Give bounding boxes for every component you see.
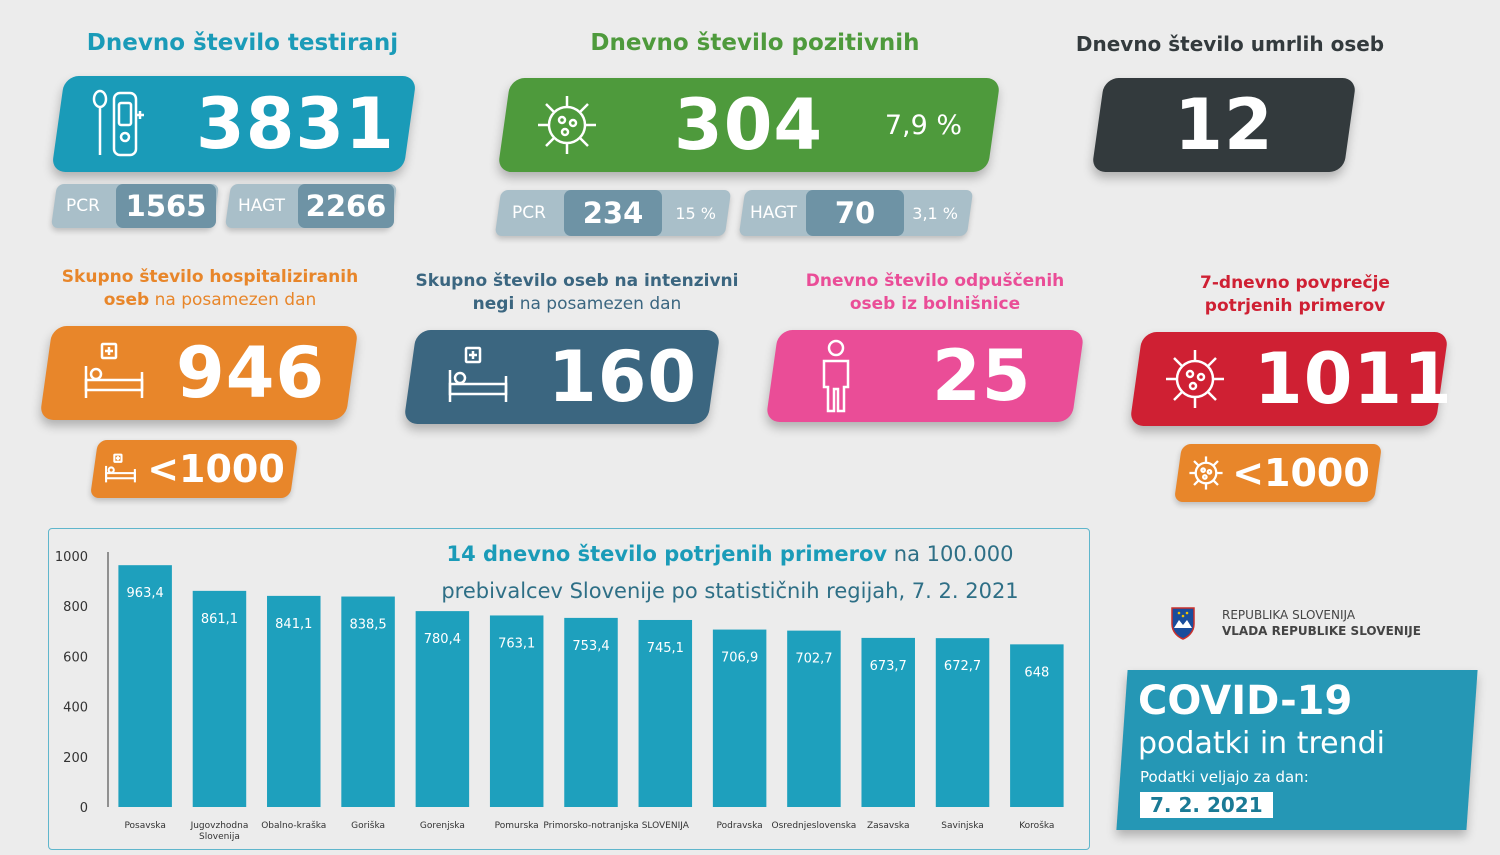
brand-subtitle: podatki in trendi xyxy=(1138,726,1386,761)
icu-title-bold-2: negi xyxy=(472,294,515,314)
tests-pcr-label: PCR xyxy=(66,196,100,216)
tests-hagt-value: 2266 xyxy=(298,184,394,228)
brand-title: COVID-19 xyxy=(1138,678,1353,724)
discharged-value: 25 xyxy=(932,335,1032,417)
discharged-title-2: oseb iz bolnišnice xyxy=(849,294,1021,314)
hospital-bed-icon xyxy=(448,346,508,402)
avg7-value: 1011 xyxy=(1254,338,1453,420)
chart-title-rest: na 100.000 xyxy=(887,542,1014,566)
icu-title: Skupno število oseb na intenzivni negi n… xyxy=(402,270,752,316)
hospital-card: 946 xyxy=(39,326,359,420)
deaths-value: 12 xyxy=(1174,84,1274,166)
positive-hagt-label: HAGT xyxy=(750,203,798,223)
virus-small-icon xyxy=(1189,456,1223,490)
hospital-bed-icon xyxy=(84,342,144,398)
tests-title: Dnevno število testiranj xyxy=(86,30,399,56)
gov-line-2: VLADA REPUBLIKE SLOVENIJE xyxy=(1222,624,1421,638)
brand-valid-label: Podatki veljajo za dan: xyxy=(1140,768,1309,786)
tests-pcr-pill: PCR 1565 xyxy=(50,184,220,228)
positive-hagt-pill: HAGT 70 3,1 % xyxy=(738,190,974,236)
positive-pcr-value: 234 xyxy=(564,190,662,236)
virus-icon xyxy=(1166,350,1224,408)
chart-frame xyxy=(48,528,1090,850)
avg7-title: 7-dnevno povprečje potrjenih primerov xyxy=(1150,272,1440,318)
discharged-title: Dnevno število odpuščenih oseb iz bolniš… xyxy=(780,270,1090,316)
positive-title: Dnevno število pozitivnih xyxy=(590,30,920,56)
hospital-bed-small-icon xyxy=(105,453,137,483)
icu-title-bold-1: Skupno število oseb na intenzivni xyxy=(415,271,739,291)
brand-date: 7. 2. 2021 xyxy=(1140,792,1273,818)
avg7-threshold-pill: <1000 xyxy=(1173,444,1383,502)
test-kit-icon xyxy=(92,89,144,157)
tests-pcr-value: 1565 xyxy=(116,184,216,228)
hospital-title-bold-2: oseb xyxy=(103,290,150,310)
icu-title-light: na posamezen dan xyxy=(514,294,682,314)
virus-icon xyxy=(538,96,596,154)
avg7-threshold: <1000 xyxy=(1232,451,1370,495)
positive-value: 304 xyxy=(674,84,824,166)
positive-pcr-pill: PCR 234 15 % xyxy=(494,190,732,236)
hospital-threshold-pill: <1000 xyxy=(89,440,299,498)
hospital-threshold: <1000 xyxy=(147,447,285,491)
tests-hagt-pill: HAGT 2266 xyxy=(224,184,398,228)
tests-hagt-label: HAGT xyxy=(238,196,286,216)
tests-value: 3831 xyxy=(196,83,395,165)
chart-title-line-2: prebivalcev Slovenije po statističnih re… xyxy=(441,579,1019,603)
discharged-card: 25 xyxy=(765,330,1085,422)
avg7-title-1: 7-dnevno povprečje xyxy=(1200,273,1390,293)
deaths-card: 12 xyxy=(1091,78,1357,172)
positive-pcr-percent: 15 % xyxy=(675,203,716,223)
positive-percent: 7,9 % xyxy=(884,109,962,141)
positive-pcr-label: PCR xyxy=(512,203,546,223)
chart-title: 14 dnevno število potrjenih primerov na … xyxy=(380,536,1080,610)
positive-hagt-percent: 3,1 % xyxy=(912,203,958,223)
avg7-card: 1011 xyxy=(1129,332,1453,426)
hospital-title-light: na posamezen dan xyxy=(149,290,317,310)
discharged-title-1: Dnevno število odpuščenih xyxy=(805,271,1065,291)
icu-value: 160 xyxy=(548,336,698,418)
positive-hagt-value: 70 xyxy=(806,190,904,236)
person-icon xyxy=(822,339,850,413)
hospital-value: 946 xyxy=(176,332,326,414)
avg7-title-2: potrjenih primerov xyxy=(1204,296,1386,316)
tests-card: 3831 xyxy=(51,76,417,172)
positive-card: 304 7,9 % xyxy=(497,78,1001,172)
gov-line-1: REPUBLIKA SLOVENIJA xyxy=(1222,608,1356,622)
hospital-title-bold-1: Skupno število hospitaliziranih xyxy=(61,267,359,287)
icu-card: 160 xyxy=(403,330,721,424)
chart-title-bold: 14 dnevno število potrjenih primerov xyxy=(446,542,888,566)
coat-of-arms-icon xyxy=(1171,607,1195,640)
deaths-title: Dnevno število umrlih oseb xyxy=(1075,32,1385,56)
hospital-title: Skupno število hospitaliziranih oseb na … xyxy=(40,266,380,312)
